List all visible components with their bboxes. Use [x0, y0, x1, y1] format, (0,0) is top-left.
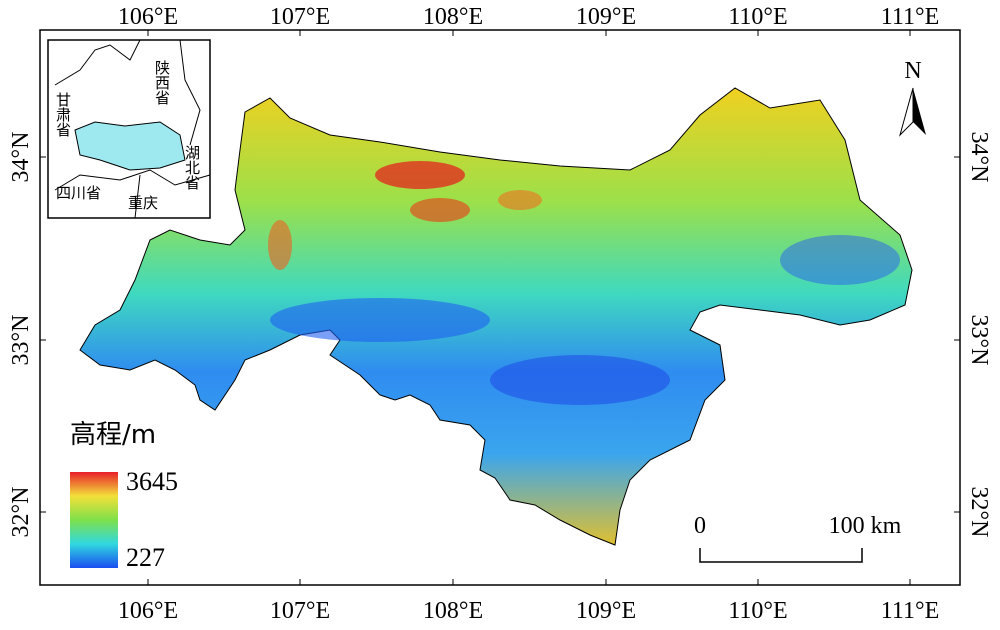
- scale-end: 100 km: [829, 513, 902, 539]
- inset-label: 陕西省: [153, 60, 171, 105]
- valley: [490, 355, 670, 405]
- inset-border: [179, 39, 201, 146]
- valley: [780, 235, 900, 285]
- longitude-label: 109°E: [576, 598, 636, 624]
- inset-border: [134, 174, 141, 219]
- latitude-label: 33°N: [8, 315, 34, 366]
- high-elevation: [375, 161, 465, 189]
- legend-max: 3645: [126, 467, 178, 496]
- latitude-label: 32°N: [966, 487, 992, 538]
- inset-label: 甘肃省: [54, 92, 72, 137]
- longitude-label: 108°E: [423, 598, 483, 624]
- legend-title: 高程/m: [70, 420, 156, 450]
- high-elevation: [498, 190, 542, 210]
- longitude-label: 107°E: [270, 598, 330, 624]
- longitude-label: 110°E: [728, 4, 787, 30]
- scale-bar: [699, 548, 863, 563]
- north-label: N: [904, 58, 921, 84]
- inset-label: 重庆: [128, 194, 158, 212]
- north-arrow: [913, 88, 926, 135]
- longitude-label: 111°E: [881, 598, 939, 624]
- latitude-label: 32°N: [8, 487, 34, 538]
- longitude-label: 106°E: [118, 598, 178, 624]
- longitude-label: 110°E: [728, 598, 787, 624]
- study-area: [79, 87, 913, 546]
- graticule-ticks: [40, 30, 960, 585]
- high-elevation: [268, 220, 292, 270]
- latitude-label: 33°N: [966, 315, 992, 366]
- inset-label: 四川省: [56, 184, 101, 202]
- valley: [270, 298, 490, 342]
- latitude-label: 34°N: [8, 132, 34, 183]
- inset-label: 湖北省: [183, 145, 201, 190]
- longitude-label: 106°E: [118, 4, 178, 30]
- high-elevation: [410, 198, 470, 222]
- longitude-label: 111°E: [881, 4, 939, 30]
- legend-colorbar: [70, 472, 118, 568]
- map-frame: [39, 29, 961, 586]
- inset-border: [54, 169, 211, 191]
- latitude-label: 34°N: [966, 132, 992, 183]
- inset-border: [54, 39, 141, 86]
- legend-min: 227: [126, 543, 165, 572]
- longitude-label: 109°E: [576, 4, 636, 30]
- longitude-label: 107°E: [270, 4, 330, 30]
- north-arrow: [899, 87, 914, 137]
- scale-start: 0: [694, 513, 706, 539]
- inset-study-area: [74, 121, 186, 171]
- longitude-label: 108°E: [423, 4, 483, 30]
